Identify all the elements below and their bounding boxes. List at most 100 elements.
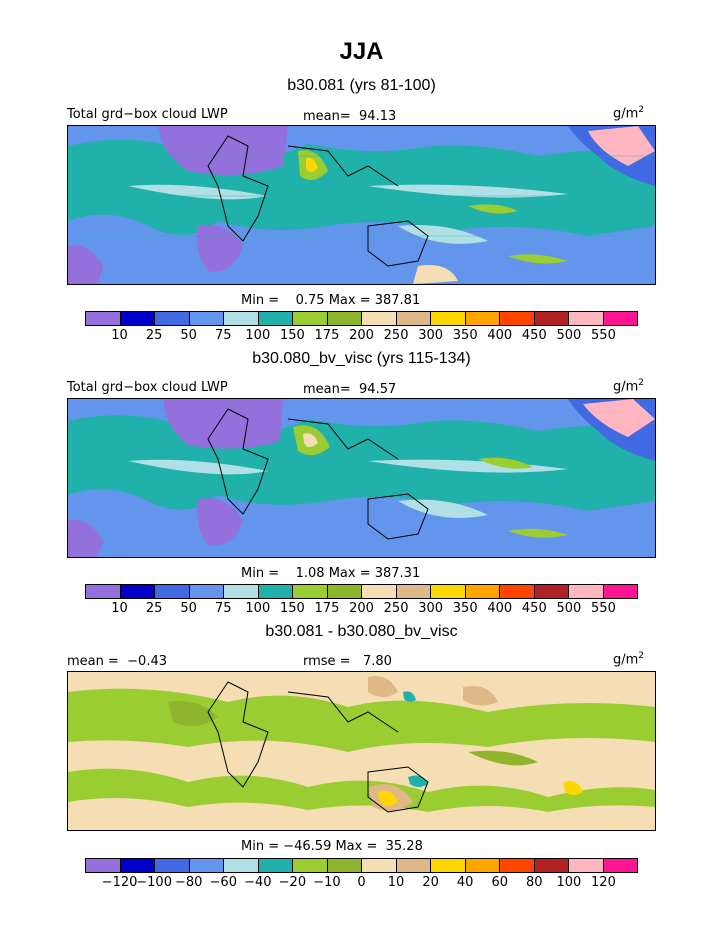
colorbar-swatch [431, 859, 466, 872]
colorbar-swatch [293, 312, 328, 325]
colorbar-swatch [258, 859, 293, 872]
colorbar-tick-label: 175 [314, 328, 340, 343]
panel-1-colorbar-ticks: 10 25 50 75 100 150 175 200 250 300 350 400 450 500 55… [85, 328, 638, 346]
colorbar-tick-label: 10 [387, 875, 405, 890]
panel-2-map-image [68, 399, 655, 557]
panel-2-colorbar-ticks: 10 25 50 75 100 150 175 200 250 300 350 400 450 500 55… [85, 601, 638, 619]
colorbar-swatch [155, 585, 190, 598]
panel-1-mean-label: mean= 94.13 [303, 109, 397, 124]
colorbar-tick-label: 100 [245, 328, 271, 343]
panel-2-mean-label: mean= 94.57 [303, 382, 397, 397]
colorbar-tick-label: 200 [349, 328, 374, 343]
colorbar-tick-label: 550 [591, 601, 616, 616]
colorbar-swatch [327, 585, 362, 598]
colorbar-swatch [224, 585, 259, 598]
panel-2-map [67, 398, 656, 558]
panel-1-map-image [68, 126, 655, 284]
colorbar-tick-label: 100 [245, 601, 271, 616]
colorbar-tick-label: −10 [313, 875, 341, 890]
colorbar-swatch [293, 585, 328, 598]
colorbar-swatch [327, 312, 362, 325]
colorbar-swatch [500, 585, 535, 598]
colorbar-swatch [500, 859, 535, 872]
panel-1-units: g/m2 [613, 105, 645, 122]
colorbar-tick-label: 300 [418, 328, 444, 343]
colorbar-tick-label: 450 [521, 328, 547, 343]
colorbar-tick-label: 50 [180, 328, 197, 343]
colorbar-tick-label: 25 [145, 601, 163, 616]
panel-1-map [67, 125, 656, 285]
colorbar-tick-label: 75 [214, 328, 232, 343]
figure-title: JJA [339, 38, 384, 65]
panel-2-minmax: Min = 1.08 Max = 387.31 [241, 566, 421, 581]
colorbar-swatch [327, 859, 362, 872]
colorbar-tick-label: 20 [422, 875, 439, 890]
colorbar-swatch [86, 585, 121, 598]
colorbar-swatch [431, 312, 466, 325]
panel-2-variable-label: Total grd−box cloud LWP [67, 380, 228, 395]
colorbar-tick-label: 300 [418, 601, 444, 616]
colorbar-swatch [86, 859, 121, 872]
colorbar-tick-label: −80 [174, 875, 203, 890]
colorbar-tick-label: 350 [452, 601, 478, 616]
panel-3-map [67, 671, 656, 831]
colorbar-swatch [120, 585, 155, 598]
panel-3-map-image [68, 672, 655, 830]
panel-1-subtitle: b30.081 (yrs 81-100) [287, 77, 436, 94]
colorbar-swatch [86, 312, 121, 325]
colorbar-tick-label: 120 [591, 875, 616, 890]
colorbar-tick-label: 10 [111, 328, 128, 343]
colorbar-swatch [534, 585, 569, 598]
colorbar-tick-label: −40 [244, 875, 272, 890]
panel-1-minmax: Min = 0.75 Max = 387.81 [241, 293, 421, 308]
colorbar-swatch [396, 859, 431, 872]
colorbar-swatch [258, 312, 293, 325]
colorbar-tick-label: 350 [452, 328, 478, 343]
colorbar-swatch [465, 859, 500, 872]
panel-2-units: g/m2 [613, 378, 645, 395]
colorbar-tick-label: 400 [487, 328, 513, 343]
colorbar-swatch [603, 312, 637, 325]
colorbar-tick-label: 60 [491, 875, 509, 890]
colorbar-tick-label: 100 [556, 875, 582, 890]
panel-3-colorbar-ticks: −120 −100 −80 −60 −40 −20 −10 0 10 20 40 60 80 100 120 [85, 875, 638, 893]
colorbar-swatch [155, 859, 190, 872]
colorbar-swatch [465, 585, 500, 598]
colorbar-tick-label: −60 [209, 875, 237, 890]
colorbar-swatch [189, 585, 224, 598]
colorbar-swatch [189, 859, 224, 872]
colorbar-swatch [603, 585, 637, 598]
colorbar-tick-label: 40 [456, 875, 474, 890]
colorbar-tick-label: 500 [556, 601, 582, 616]
colorbar-tick-label: 75 [214, 601, 232, 616]
panel-2-subtitle: b30.080_bv_visc (yrs 115-134) [252, 350, 471, 367]
panel-3-rmse-label: rmse = 7.80 [303, 654, 392, 669]
colorbar-swatch [189, 312, 224, 325]
colorbar-tick-label: 500 [556, 328, 582, 343]
colorbar-tick-label: −20 [278, 875, 307, 890]
colorbar-swatch [155, 312, 190, 325]
colorbar-swatch [569, 312, 604, 325]
colorbar-swatch [569, 585, 604, 598]
colorbar-swatch [500, 312, 535, 325]
panel-3-units: g/m2 [613, 651, 645, 668]
colorbar-tick-label: 250 [383, 328, 409, 343]
colorbar-tick-label: −100 [136, 875, 172, 890]
colorbar-swatch [603, 859, 637, 872]
colorbar-swatch [293, 859, 328, 872]
colorbar-tick-label: 80 [526, 875, 543, 890]
colorbar-tick-label: 0 [357, 875, 366, 890]
colorbar-tick-label: 200 [349, 601, 374, 616]
colorbar-tick-label: 450 [521, 601, 547, 616]
colorbar-swatch [534, 859, 569, 872]
panel-3-minmax: Min = −46.59 Max = 35.28 [241, 839, 423, 854]
panel-2-colorbar [85, 584, 638, 599]
colorbar-swatch [362, 859, 397, 872]
panel-3-subtitle: b30.081 - b30.080_bv_visc [265, 623, 458, 640]
colorbar-swatch [396, 585, 431, 598]
colorbar-swatch [224, 312, 259, 325]
colorbar-tick-label: −120 [101, 875, 138, 890]
colorbar-swatch [362, 585, 397, 598]
panel-1-colorbar [85, 311, 638, 326]
panel-3-colorbar [85, 858, 638, 873]
